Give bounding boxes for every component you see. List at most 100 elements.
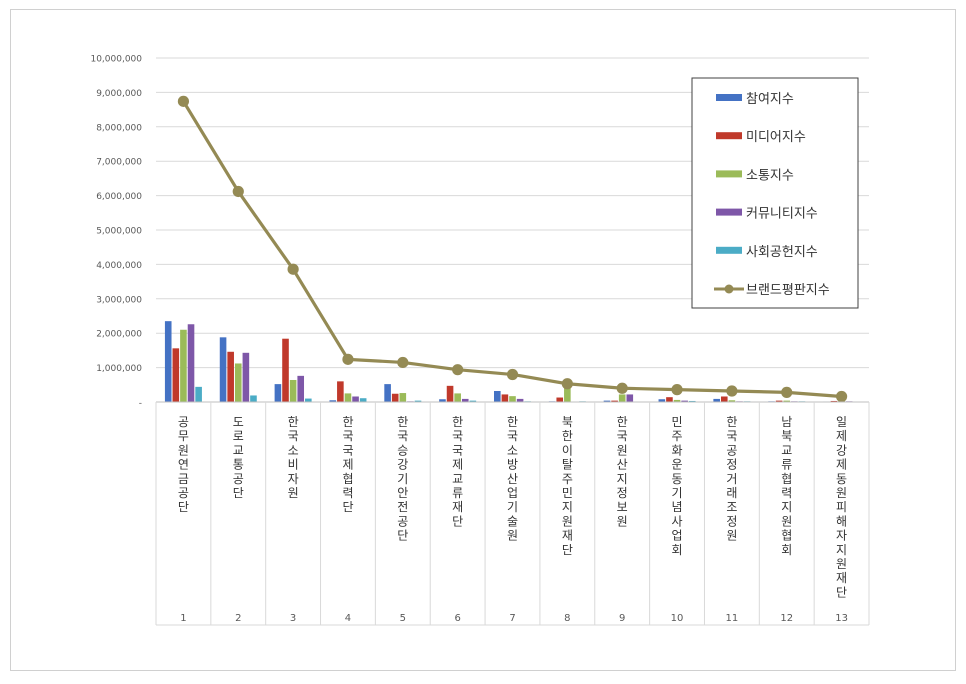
line-point	[506, 368, 519, 381]
bar	[352, 396, 359, 402]
y-tick-label: 8,000,000	[96, 123, 142, 133]
category-number-label: 11	[726, 613, 739, 624]
bar	[673, 399, 681, 402]
bar	[344, 393, 352, 402]
bar	[180, 329, 187, 402]
chart-svg: - 1,000,000 2,000,000 3,000,000 4,000,000 5,0…	[90, 55, 870, 626]
bar	[250, 395, 257, 402]
category-number-label: 6	[454, 613, 460, 624]
bar	[227, 351, 234, 402]
legend-label: 소통지수	[746, 168, 794, 183]
y-axis: - 1,000,000 2,000,000 3,000,000 4,000,000 5,0…	[90, 55, 142, 409]
legend-label: 참여지수	[746, 92, 794, 107]
legend-swatch	[716, 132, 742, 140]
y-tick-label: -	[139, 399, 142, 409]
line-point	[177, 95, 190, 107]
y-tick-label: 4,000,000	[96, 261, 142, 271]
category-number-label: 9	[619, 613, 625, 624]
bar	[603, 400, 611, 402]
legend-label: 브랜드평판지수	[746, 283, 830, 298]
bar	[391, 393, 399, 402]
legend-swatch	[716, 94, 742, 101]
bar	[297, 375, 305, 402]
bar	[728, 400, 736, 402]
bar	[688, 400, 696, 402]
line-point	[397, 356, 409, 369]
bar	[501, 394, 509, 402]
category-number-label: 5	[400, 613, 406, 624]
bar	[713, 398, 720, 402]
bar	[359, 398, 367, 402]
line-point	[561, 378, 573, 390]
category-number-label: 1	[180, 613, 186, 624]
bar	[666, 397, 673, 402]
bar	[509, 396, 516, 402]
bar	[681, 400, 688, 402]
category-number-label: 7	[509, 613, 515, 624]
legend-swatch	[716, 208, 742, 216]
bar	[187, 324, 195, 402]
bar	[516, 398, 524, 402]
line-point	[781, 386, 793, 398]
chart-frame: - 1,000,000 2,000,000 3,000,000 4,000,000 5,0…	[10, 9, 956, 671]
category-number-label: 12	[780, 613, 793, 624]
bar	[626, 394, 634, 402]
bar	[564, 387, 571, 402]
line-point	[835, 390, 848, 403]
line-point	[342, 353, 354, 365]
bar	[195, 386, 202, 402]
line-point	[232, 185, 244, 198]
y-tick-label: 9,000,000	[96, 89, 142, 99]
y-tick-label: 7,000,000	[96, 158, 142, 168]
bar	[618, 394, 626, 402]
y-tick-label: 2,000,000	[96, 330, 142, 340]
bar	[219, 337, 227, 402]
gridlines	[156, 57, 869, 369]
category-number-label: 3	[290, 613, 296, 624]
category-number-label: 4	[345, 613, 351, 624]
bar	[414, 400, 422, 402]
bar	[164, 321, 172, 402]
line-point	[671, 384, 683, 396]
y-tick-label: 6,000,000	[96, 192, 142, 202]
bar	[469, 400, 477, 402]
legend-swatch	[716, 246, 742, 254]
bar	[274, 384, 282, 402]
y-tick-label: 3,000,000	[96, 295, 142, 305]
bar	[775, 400, 783, 402]
line-point	[287, 263, 299, 275]
bar	[242, 352, 250, 402]
bar	[439, 399, 446, 402]
legend-box	[691, 77, 859, 309]
category-number-label: 2	[235, 613, 241, 624]
y-tick-label: 5,000,000	[96, 227, 142, 237]
y-tick-label: 1,000,000	[96, 364, 142, 374]
bar	[461, 398, 469, 402]
brand-line-group	[177, 95, 848, 403]
line-point	[452, 364, 464, 376]
line-point	[726, 385, 738, 397]
bar	[783, 400, 791, 402]
legend-swatch-marker	[724, 284, 734, 294]
bar	[720, 396, 728, 402]
legend-swatch	[716, 170, 742, 178]
bar	[329, 400, 337, 402]
bar	[234, 363, 242, 402]
x-axis: 공 무 원 연 금 공 단 1 도 로 교 통 공 단 2 한 국 소 비 자 원 3 한 국 국 제 협 력 단 4 한 국 승 강 기 안 전 공 단 5…	[155, 401, 870, 626]
bar	[658, 399, 666, 402]
bar	[282, 338, 289, 402]
legend-label: 미디어지수	[746, 130, 806, 145]
bar	[399, 393, 407, 402]
bar	[446, 385, 454, 402]
